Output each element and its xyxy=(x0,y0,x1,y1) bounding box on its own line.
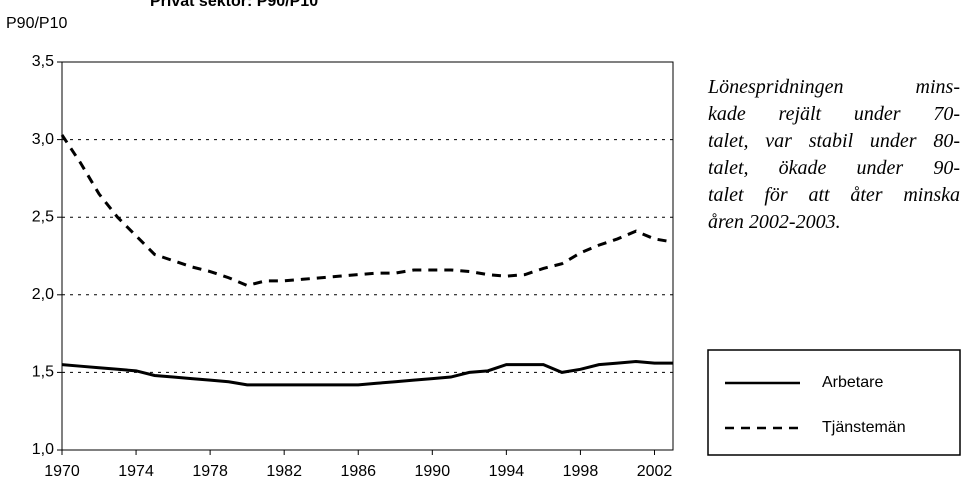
line-series xyxy=(60,134,674,288)
x-tick-label: 1986 xyxy=(340,463,376,480)
annotation-line: talet, ökade under 90- xyxy=(708,157,960,179)
y-tick-label: 1,0 xyxy=(32,441,54,458)
annotation: Lönespridningen mins-kade rejält under 7… xyxy=(708,74,960,236)
chart-title: Privat sektor: P90/P10 xyxy=(150,0,318,10)
y-tick-label: 2,0 xyxy=(32,286,54,303)
annotation-line: kade rejält under 70- xyxy=(708,103,960,125)
legend-box xyxy=(707,349,961,456)
x-tick-label: 1978 xyxy=(192,463,228,480)
line-series xyxy=(61,360,673,387)
y-tick-label: 1,5 xyxy=(32,364,54,381)
y-tick-label: 3,5 xyxy=(32,53,54,70)
plot-frame xyxy=(61,61,674,451)
x-tick-label: 1990 xyxy=(415,463,451,480)
y-axis-label: P90/P10 xyxy=(6,15,67,32)
annotation-line: åren 2002-2003. xyxy=(708,211,841,233)
x-tick-label: 1998 xyxy=(563,463,599,480)
annotation-line: Lönespridningen mins- xyxy=(708,76,960,98)
y-tick-label: 3,0 xyxy=(32,131,54,148)
x-tick-label: 1974 xyxy=(118,463,154,480)
annotation-line: talet för att åter minska xyxy=(708,184,960,206)
x-tick-label: 1970 xyxy=(44,463,80,480)
x-tick-label: 2002 xyxy=(637,463,673,480)
x-tick-label: 1994 xyxy=(489,463,525,480)
y-tick-label: 2,5 xyxy=(32,208,54,225)
x-tick-label: 1982 xyxy=(266,463,302,480)
legend-label: Arbetare xyxy=(822,374,883,391)
annotation-line: talet, var stabil under 80- xyxy=(708,130,960,152)
legend-label: Tjänstemän xyxy=(822,419,906,436)
